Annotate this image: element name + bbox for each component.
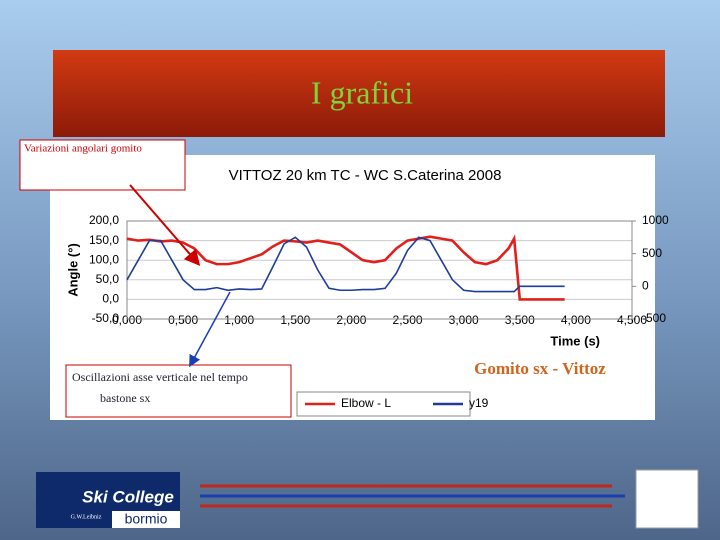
logo — [112, 511, 180, 528]
chart-title: VITTOZ 20 km TC - WC S.Caterina 2008 — [229, 167, 502, 184]
series-line — [126, 236, 565, 293]
x-tick-label: 4,000 — [561, 313, 591, 327]
y2-tick-label: 500 — [642, 246, 662, 260]
title-banner — [53, 50, 665, 137]
x-tick-label: 1,500 — [280, 313, 310, 327]
y2-tick-label: 1000 — [642, 213, 669, 227]
y2-tick-label: -500 — [642, 311, 666, 325]
logo — [635, 469, 699, 529]
arrow — [129, 184, 201, 267]
x-tick-label: 2,500 — [393, 313, 423, 327]
y2-tick-label: 0 — [642, 279, 649, 293]
x-tick-label: 3,500 — [505, 313, 535, 327]
y-tick-label: 50,0 — [96, 272, 120, 286]
legend-label: y19 — [469, 396, 489, 410]
y-tick-label: 100,0 — [89, 252, 119, 266]
x-tick-label: 0,000 — [112, 313, 142, 327]
y-tick-label: 0,0 — [102, 292, 119, 306]
y-tick-label: 200,0 — [89, 213, 119, 227]
y-tick-label: 150,0 — [89, 233, 119, 247]
x-tick-label: 1,000 — [224, 313, 254, 327]
note-bottom: Oscillazioni asse verticale nel tempo — [72, 370, 248, 384]
x-tick-label: 4,500 — [617, 313, 647, 327]
caption: Gomito sx - Vittoz — [474, 359, 606, 378]
note-bottom: bastone sx — [100, 391, 150, 405]
x-axis-label: Time (s) — [550, 333, 600, 348]
chart: VITTOZ 20 km TC - WC S.Caterina 2008 Angl… — [65, 167, 669, 417]
logo-text: Ski College — [82, 487, 174, 506]
note-top: Variazioni angolari gomito — [24, 143, 142, 155]
y-tick-label: -50,0 — [92, 311, 120, 325]
logo-text: G.W.Leibniz — [71, 514, 102, 520]
note-box — [65, 364, 292, 418]
slide-title: I grafici — [311, 74, 413, 110]
arrow — [189, 291, 231, 368]
logo-text: bormio — [125, 511, 168, 527]
series-line — [126, 234, 565, 301]
x-tick-label: 2,000 — [336, 313, 366, 327]
note-box — [19, 139, 186, 191]
plot-frame — [126, 220, 633, 320]
x-tick-label: 0,500 — [168, 313, 198, 327]
x-tick-label: 3,000 — [449, 313, 479, 327]
legend-label: Elbow - L — [341, 396, 391, 410]
y-axis-label: Angle (°) — [65, 243, 80, 297]
